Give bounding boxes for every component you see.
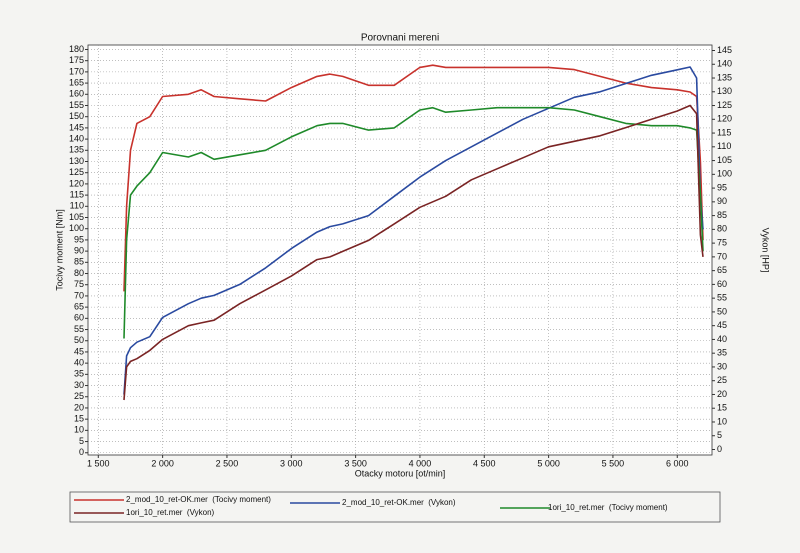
y-tick-label: 105: [69, 212, 84, 222]
x-tick-label: 2 000: [151, 458, 174, 468]
chart-title: Porovnani mereni: [361, 33, 439, 44]
y2-tick-label: 45: [717, 320, 727, 330]
y2-tick-label: 100: [717, 169, 732, 179]
y-tick-label: 165: [69, 77, 84, 87]
y2-tick-label: 90: [717, 196, 727, 206]
x-axis-label: Otacky motoru [ot/min]: [355, 468, 446, 478]
y2-tick-label: 75: [717, 237, 727, 247]
series-line: [123, 66, 704, 395]
y2-tick-label: 0: [717, 444, 722, 454]
series-line: [123, 104, 704, 401]
y-tick-label: 70: [74, 290, 84, 300]
y2-tick-label: 30: [717, 361, 727, 371]
legend-label: 1ori_10_ret.mer (Vykon): [126, 508, 215, 517]
y-tick-label: 75: [74, 279, 84, 289]
x-tick-label: 5 500: [602, 458, 625, 468]
y2-tick-label: 140: [717, 59, 732, 69]
y-tick-label: 130: [69, 156, 84, 166]
y-tick-label: 95: [74, 234, 84, 244]
y2-tick-label: 135: [717, 72, 732, 82]
y-tick-label: 25: [74, 391, 84, 401]
y-tick-label: 155: [69, 100, 84, 110]
y-tick-label: 145: [69, 122, 84, 132]
y-tick-label: 0: [79, 447, 84, 457]
y-tick-label: 20: [74, 402, 84, 412]
y-tick-label: 115: [70, 189, 84, 199]
x-tick-label: 3 500: [344, 458, 367, 468]
x-tick-label: 2 500: [216, 458, 239, 468]
y-tick-label: 135: [69, 145, 84, 155]
y-tick-label: 15: [74, 414, 84, 424]
y-tick-label: 5: [79, 436, 84, 446]
plot-area: [87, 44, 713, 456]
y-tick-label: 35: [74, 369, 84, 379]
y2-tick-label: 115: [717, 127, 731, 137]
y2-tick-label: 125: [717, 100, 732, 110]
y-tick-label: 40: [74, 358, 84, 368]
series-line: [123, 106, 704, 339]
y2-tick-label: 10: [717, 416, 727, 426]
y2-tick-label: 85: [717, 210, 727, 220]
y2-tick-label: 65: [717, 265, 727, 275]
y-tick-label: 170: [69, 66, 84, 76]
legend-label: 2_mod_10_ret-OK.mer (Tocivy moment): [126, 495, 271, 504]
y-tick-label: 100: [69, 223, 84, 233]
y2-tick-label: 60: [717, 279, 727, 289]
y2-tick-label: 55: [717, 293, 727, 303]
y-tick-label: 45: [74, 346, 84, 356]
y2-tick-label: 145: [717, 45, 732, 55]
y-tick-label: 110: [70, 201, 84, 211]
y2-axis-label: Vykon [HP]: [761, 228, 771, 273]
y-tick-label: 125: [69, 167, 84, 177]
y-tick-label: 30: [74, 380, 84, 390]
y2-tick-label: 15: [717, 403, 727, 413]
y-tick-label: 175: [69, 55, 84, 65]
y2-tick-label: 110: [717, 141, 731, 151]
y-tick-label: 60: [74, 313, 84, 323]
legend-label: 2_mod_10_ret-OK.mer (Vykon): [342, 498, 456, 507]
y-tick-label: 10: [74, 425, 84, 435]
y-tick-label: 160: [69, 89, 84, 99]
y2-tick-label: 105: [717, 155, 732, 165]
series-line: [123, 64, 704, 292]
x-tick-label: 6 000: [666, 458, 689, 468]
x-tick-label: 5 000: [537, 458, 560, 468]
y2-tick-label: 40: [717, 334, 727, 344]
y2-tick-label: 35: [717, 348, 727, 358]
y-tick-label: 65: [74, 302, 84, 312]
y-tick-label: 150: [69, 111, 84, 121]
y-tick-label: 50: [74, 335, 84, 345]
y2-tick-label: 95: [717, 182, 727, 192]
y2-tick-label: 5: [717, 430, 722, 440]
x-tick-label: 4 000: [409, 458, 432, 468]
y-tick-label: 85: [74, 257, 84, 267]
y2-tick-label: 70: [717, 251, 727, 261]
y2-tick-label: 130: [717, 86, 732, 96]
legend-box: [69, 491, 721, 523]
y-tick-label: 90: [74, 245, 84, 255]
y2-tick-label: 25: [717, 375, 727, 385]
y-axis-label: Tocivy moment [Nm]: [54, 209, 64, 291]
y-tick-label: 140: [69, 133, 84, 143]
x-tick-label: 1 500: [87, 458, 110, 468]
y2-tick-label: 120: [717, 114, 732, 124]
y-tick-label: 80: [74, 268, 84, 278]
y2-tick-label: 80: [717, 224, 727, 234]
x-tick-label: 4 500: [473, 458, 496, 468]
legend-label: 1ori_10_ret.mer (Tocivy moment): [548, 503, 668, 512]
y2-tick-label: 20: [717, 389, 727, 399]
y2-tick-label: 50: [717, 306, 727, 316]
y-tick-label: 120: [69, 178, 84, 188]
x-tick-label: 3 000: [280, 458, 303, 468]
y-tick-label: 55: [74, 324, 84, 334]
y-tick-label: 180: [69, 44, 84, 54]
